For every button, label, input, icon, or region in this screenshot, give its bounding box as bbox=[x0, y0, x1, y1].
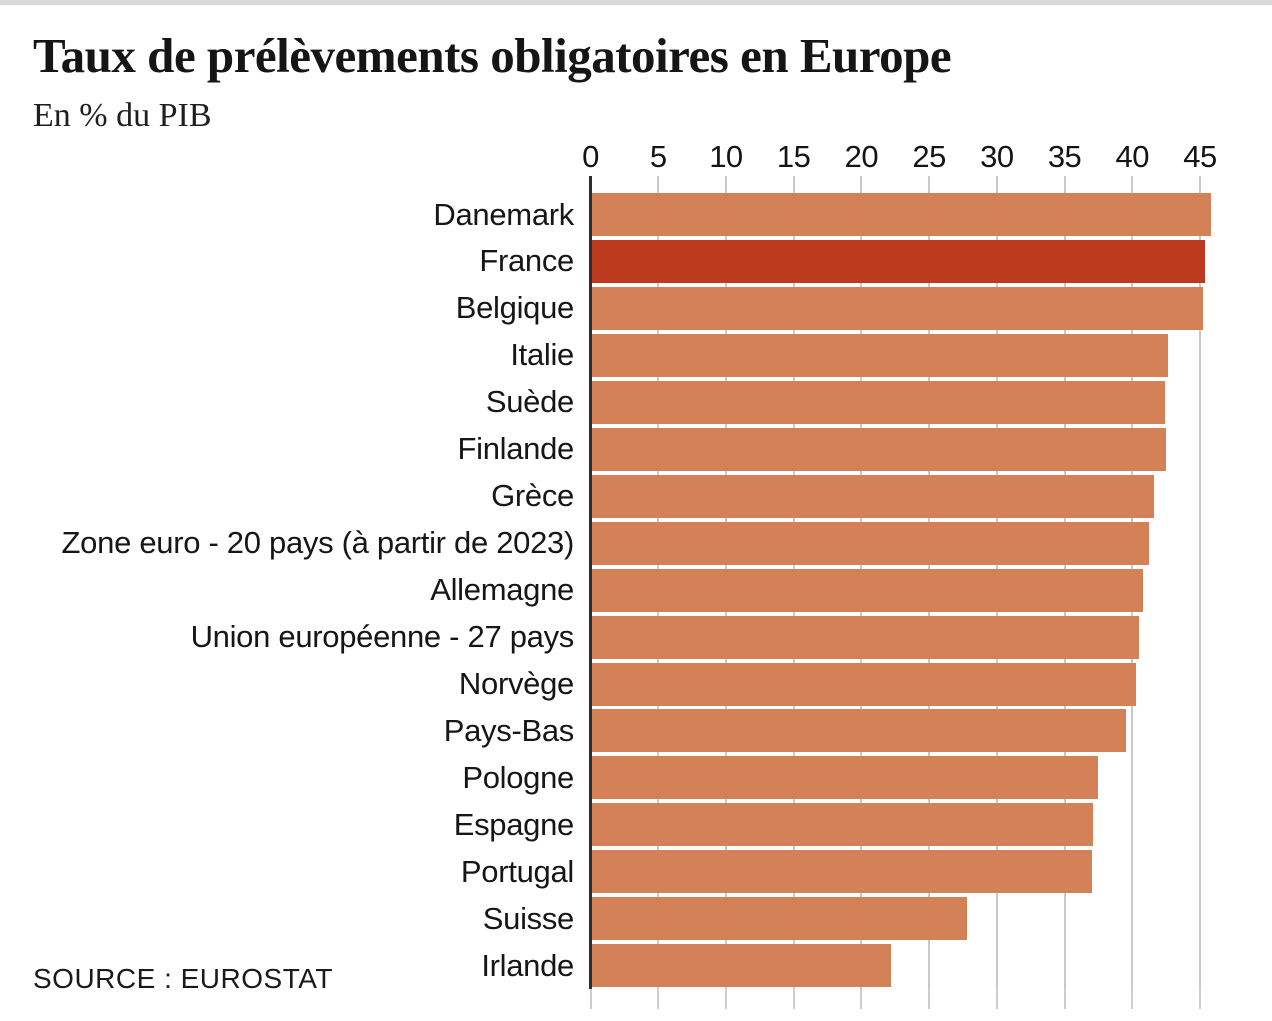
bar bbox=[591, 474, 1154, 518]
x-axis-bottom-tick-mark bbox=[657, 989, 660, 1009]
category-label: Finlande bbox=[457, 431, 574, 467]
bar bbox=[591, 850, 1092, 894]
category-label: Suisse bbox=[482, 900, 575, 936]
bar bbox=[591, 286, 1203, 330]
x-axis-tick-label: 15 bbox=[776, 139, 811, 174]
bar bbox=[591, 803, 1094, 847]
category-label: Belgique bbox=[455, 290, 575, 326]
x-axis-bottom-tick-mark bbox=[724, 989, 727, 1009]
bar bbox=[591, 944, 892, 988]
x-axis-bottom-tick-mark bbox=[1199, 989, 1202, 1009]
x-axis-tick-label: 0 bbox=[582, 139, 599, 174]
x-axis-tick-label: 35 bbox=[1047, 139, 1082, 174]
bar bbox=[591, 709, 1126, 753]
x-axis-tick-label: 10 bbox=[709, 139, 743, 174]
bar bbox=[591, 615, 1140, 659]
y-axis-line bbox=[589, 176, 592, 989]
x-axis-tick-label: 25 bbox=[912, 139, 946, 174]
x-axis-bottom-tick-mark bbox=[589, 989, 592, 1009]
category-label: Irlande bbox=[481, 947, 574, 983]
category-label: Grèce bbox=[491, 478, 574, 514]
bar-highlighted bbox=[591, 239, 1206, 283]
category-label: Allemagne bbox=[430, 572, 574, 608]
x-axis-tick-label: 30 bbox=[980, 139, 1014, 174]
bar bbox=[591, 427, 1167, 471]
bar bbox=[591, 521, 1149, 565]
x-axis-tick-label: 20 bbox=[844, 139, 879, 174]
x-axis-tick-label: 45 bbox=[1183, 139, 1217, 174]
chart-subtitle: En % du PIB bbox=[33, 97, 212, 134]
source-note: SOURCE : EUROSTAT bbox=[33, 963, 333, 994]
bar bbox=[591, 568, 1144, 612]
category-label: Espagne bbox=[453, 806, 575, 842]
x-axis-tick-label: 40 bbox=[1115, 139, 1150, 174]
x-axis-tick-label: 5 bbox=[649, 139, 667, 174]
x-axis-bottom-tick-mark bbox=[928, 989, 931, 1009]
category-label: Zone euro - 20 pays (à partir de 2023) bbox=[61, 525, 575, 561]
category-label: Pologne bbox=[462, 759, 574, 795]
category-label: Italie bbox=[510, 337, 574, 373]
bar bbox=[591, 333, 1168, 377]
category-label: Union européenne - 27 pays bbox=[190, 619, 575, 655]
category-label: Norvège bbox=[458, 666, 574, 701]
x-axis-bottom-tick-mark bbox=[995, 989, 998, 1009]
bar bbox=[591, 897, 968, 941]
category-label: France bbox=[479, 243, 574, 279]
x-axis-bottom-tick-mark bbox=[1063, 989, 1066, 1009]
bar bbox=[591, 193, 1211, 236]
bar bbox=[591, 756, 1099, 800]
category-label: Portugal bbox=[460, 853, 574, 889]
x-axis-bottom-tick-mark bbox=[792, 989, 795, 1009]
category-label: Danemark bbox=[433, 196, 574, 232]
screenshot-top-border bbox=[0, 0, 1272, 5]
gridline bbox=[1199, 176, 1202, 989]
category-label: Suède bbox=[485, 384, 574, 420]
bar bbox=[591, 380, 1165, 424]
chart-title: Taux de prélèvements obligatoires en Eur… bbox=[33, 28, 952, 83]
bar bbox=[591, 662, 1137, 706]
x-axis-bottom-tick-mark bbox=[1131, 989, 1134, 1009]
x-axis-bottom-tick-mark bbox=[860, 989, 863, 1009]
category-label: Pays-Bas bbox=[443, 712, 575, 748]
